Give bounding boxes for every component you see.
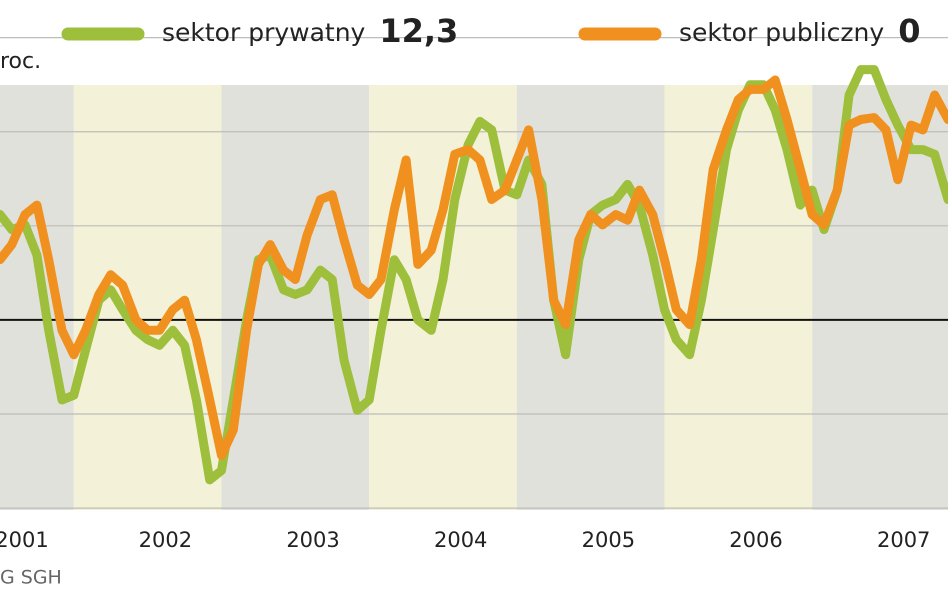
x-tick-label: 2004 <box>434 528 487 552</box>
series-line <box>0 65 948 485</box>
unit-label: roc. <box>0 49 41 74</box>
x-tick-label: 2007 <box>877 528 930 552</box>
year-band <box>812 85 948 510</box>
x-tick-label: 2006 <box>729 528 782 552</box>
legend-value: 12,3 <box>379 12 458 50</box>
source: G SGH <box>0 567 62 589</box>
year-band <box>516 85 665 510</box>
plot-background: 2001 2002 2003 2004 2005 2006 2007 <box>0 37 948 552</box>
year-band <box>0 85 74 510</box>
legend-value: 0 <box>898 12 920 50</box>
legend-label: sektor publiczny <box>679 18 884 47</box>
x-tick-label: 2001 <box>0 528 49 552</box>
x-tick-label: 2005 <box>582 528 635 552</box>
series-line <box>0 75 948 460</box>
x-tick-label: 2002 <box>139 528 192 552</box>
legend-label: sektor prywatny <box>162 18 366 47</box>
x-tick-label: 2003 <box>286 528 339 552</box>
